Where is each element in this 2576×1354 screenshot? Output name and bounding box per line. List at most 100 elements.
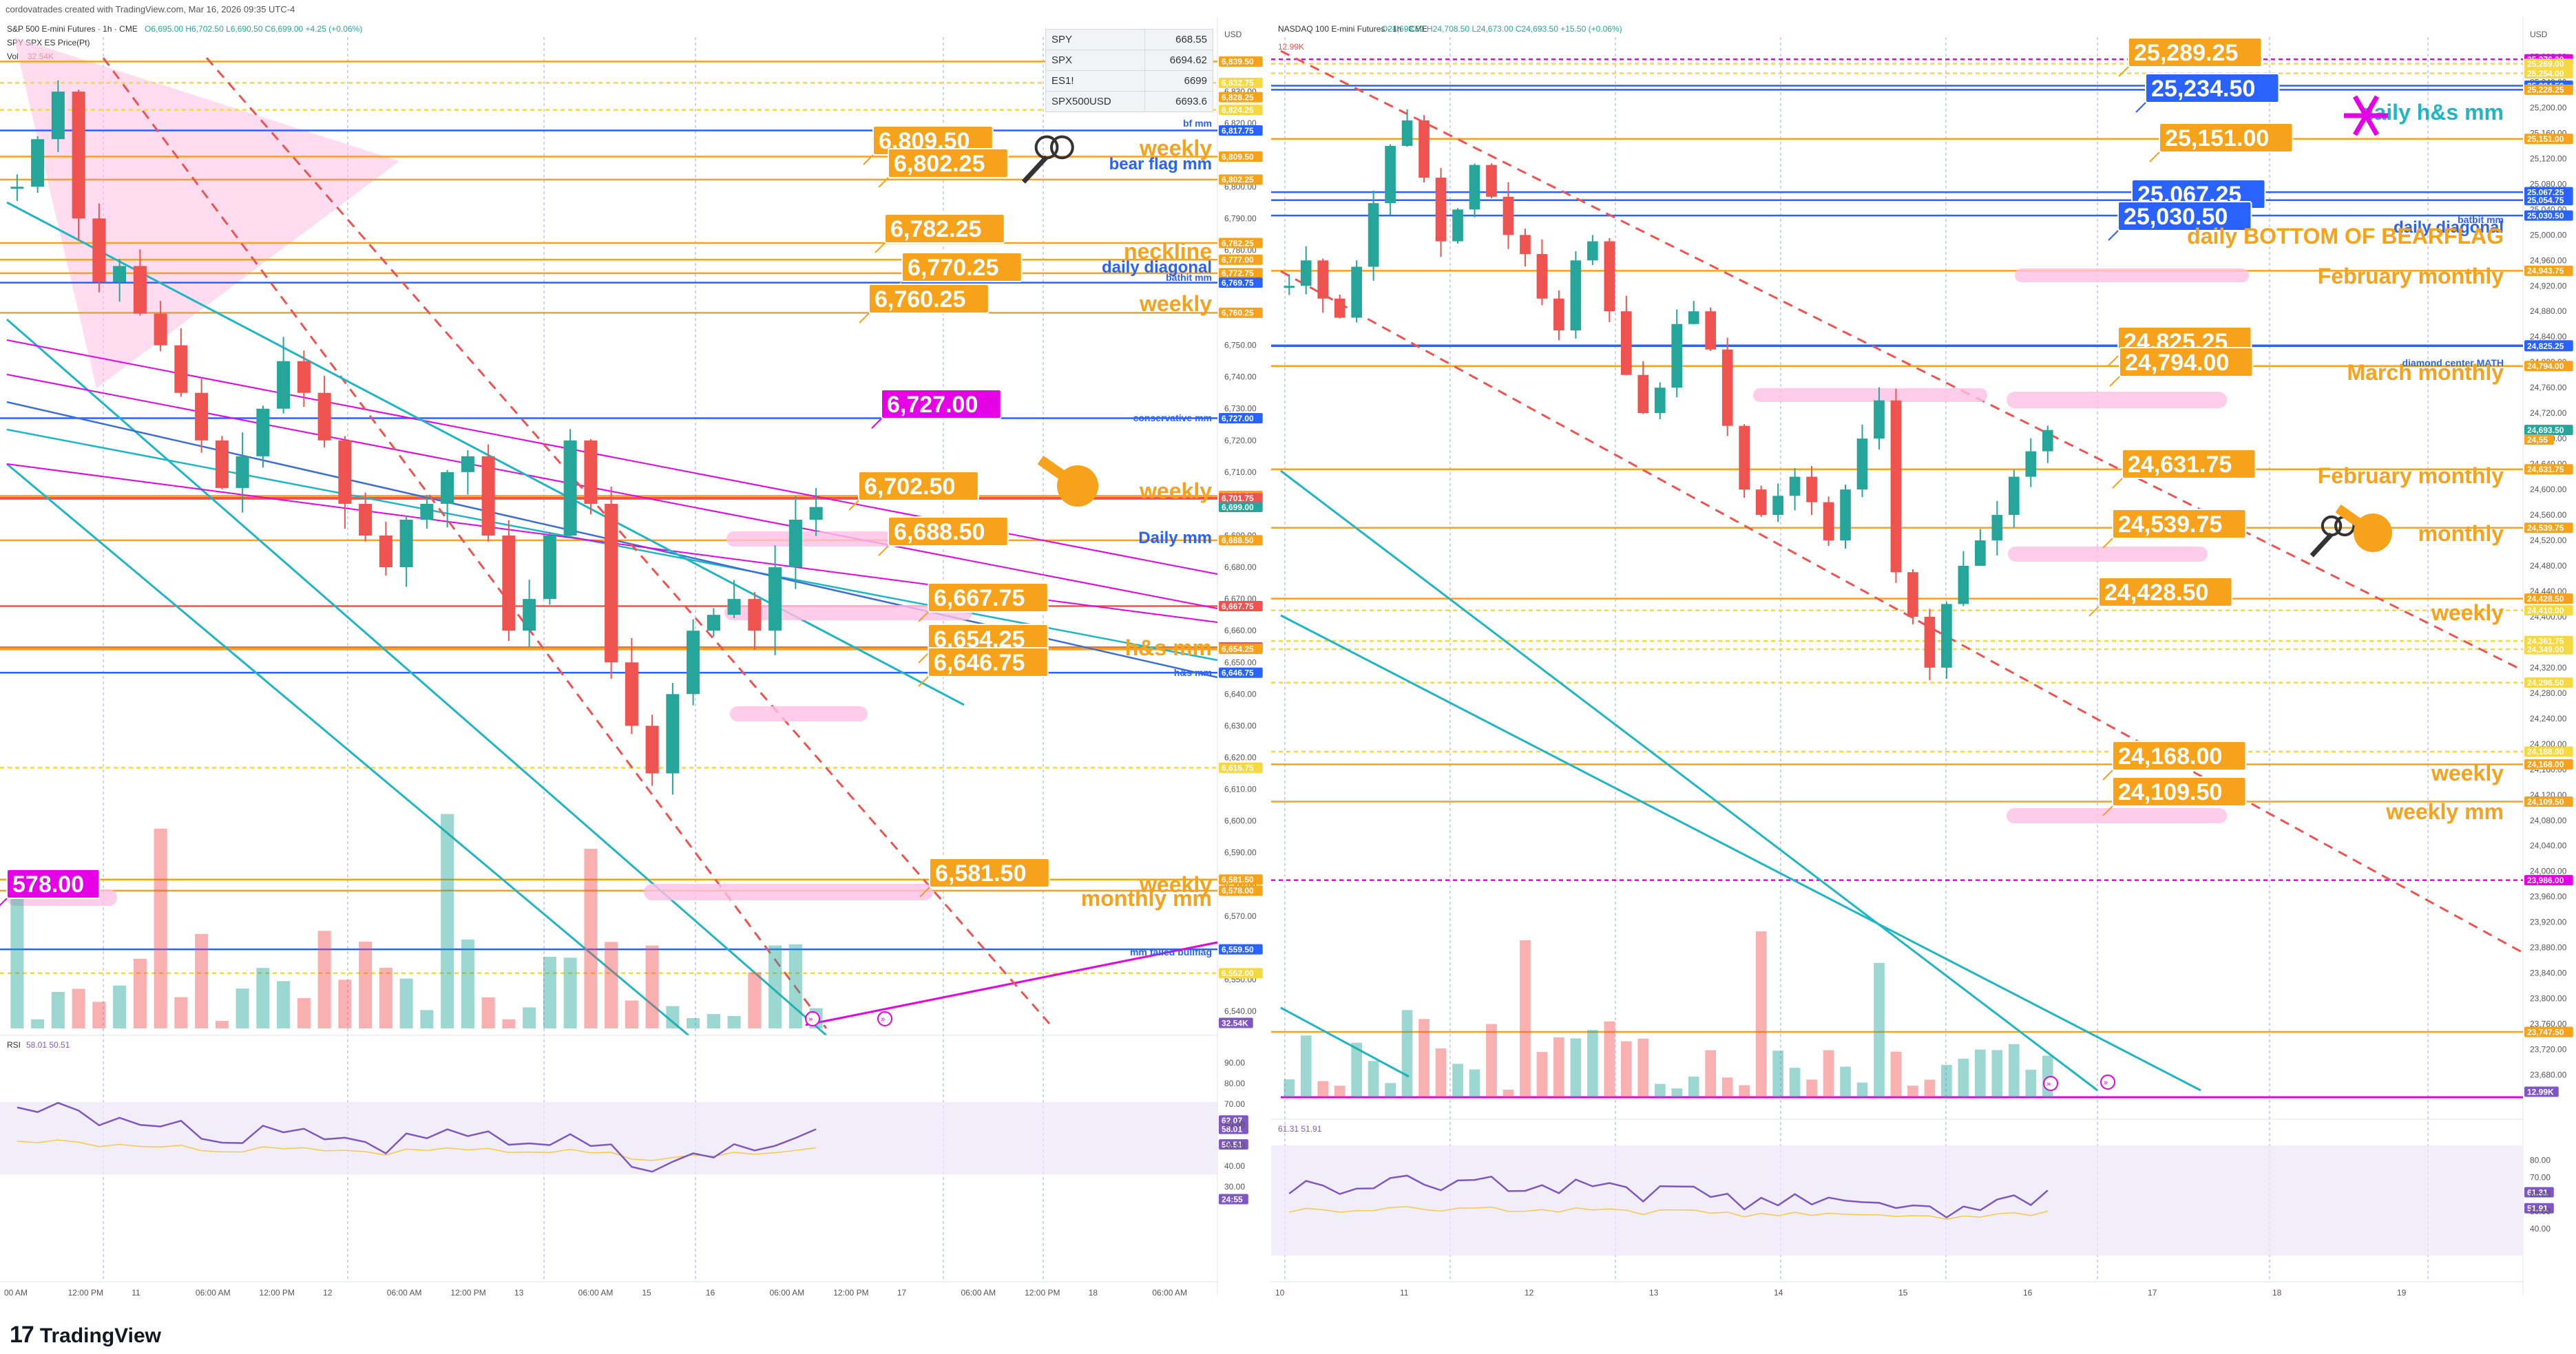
candle-body <box>441 472 454 504</box>
price-callout-box <box>901 252 1023 282</box>
watchlist-row[interactable]: ES1! 6699 <box>1045 70 1213 92</box>
axis-price-badge: 6,667.75 <box>1222 602 1254 611</box>
candle-body <box>481 456 495 536</box>
x-tick-label: 06:00 AM <box>578 1288 614 1298</box>
candle-body <box>1671 324 1683 388</box>
watchlist-price: 6699 <box>1144 70 1213 92</box>
axis-price-badge-bg <box>2524 759 2573 770</box>
watchlist-symbol: ES1! <box>1045 70 1146 92</box>
candle-body <box>1520 235 1531 255</box>
watchlist-symbol: SPY <box>1045 29 1146 50</box>
volume-bar <box>1705 1050 1717 1097</box>
y-tick-label: 6,710.00 <box>1224 467 1257 477</box>
level-label: daily h&s mm <box>2360 100 2504 125</box>
symbol-title: NASDAQ 100 E-mini Futures · 1h · CME <box>1278 24 1427 34</box>
y-tick-label: 6,620.00 <box>1224 752 1257 762</box>
axis-price-badge-bg <box>1219 1123 1248 1134</box>
y-tick-label: 6,660.00 <box>1224 626 1257 635</box>
x-tick-label: 16 <box>2023 1288 2033 1298</box>
axis-price-badge-bg <box>2524 1086 2559 1097</box>
candle-body <box>1587 241 1598 261</box>
axis-price-badge-bg <box>1219 268 1263 279</box>
y-tick-label: 6,740.00 <box>1224 372 1257 382</box>
axis-price-badge: 24,539.75 <box>2527 523 2564 533</box>
price-callout: 6,727.00 <box>887 392 978 418</box>
axis-price-badge: 6,802.25 <box>1222 175 1254 184</box>
volume-bar <box>420 1010 434 1028</box>
y-tick-label: 6,720.00 <box>1224 436 1257 445</box>
level-label: monthly <box>2418 521 2504 546</box>
volume-bar <box>1772 1050 1783 1097</box>
trendline <box>6 318 827 1037</box>
price-callout: 24,428.50 <box>2104 580 2208 606</box>
highlight-mark <box>2015 268 2249 282</box>
trendline <box>6 463 689 1037</box>
candle-body <box>1284 286 1295 288</box>
axis-price-badge-bg <box>2524 796 2573 807</box>
rsi-tick-label: 50.00 <box>2530 1207 2551 1216</box>
candle-body <box>1874 400 1885 439</box>
level-label: neckline <box>1124 239 1212 264</box>
candle-body <box>748 599 762 631</box>
volume-bar <box>1452 1064 1463 1097</box>
axis-price-badge: 6,578.00 <box>1222 886 1254 896</box>
volume-bar <box>133 958 147 1028</box>
price-callout: 6,760.25 <box>875 286 965 313</box>
price-callout-box <box>2145 73 2280 103</box>
x-tick-label: 12 <box>323 1288 333 1298</box>
ohlc-readout: O6,695.00 H6,702.50 L6,690.50 C6,699.00 … <box>145 24 362 34</box>
rsi-band <box>1271 1145 2523 1256</box>
candle-body <box>543 536 556 600</box>
candle-body <box>605 503 618 663</box>
price-callout-pointer <box>848 500 859 511</box>
watchlist-row[interactable]: SPX 6694.62 <box>1045 50 1213 71</box>
volume-bar <box>481 997 495 1028</box>
x-tick-label: 15 <box>1898 1288 1908 1298</box>
volume-bar <box>1991 1050 2003 1097</box>
candle-body <box>277 361 291 409</box>
candle-body <box>154 313 167 346</box>
watchlist-row[interactable]: SPX500USD 6693.6 <box>1045 91 1213 112</box>
candle-body <box>1806 476 1817 503</box>
axis-price-badge: 25,254.00 <box>2527 69 2564 78</box>
level-label: bathit mm <box>1166 272 1212 283</box>
right-chart[interactable]: NASDAQ 100 E-mini Futures · 1h · CMEO24,… <box>1271 17 2576 1304</box>
candle-body <box>1755 489 1767 516</box>
x-tick-label: 06:00 AM <box>1152 1288 1187 1298</box>
y-tick-label: 24,960.00 <box>2530 255 2567 265</box>
level-label: h&s mm <box>1174 667 1212 678</box>
price-callout-box <box>928 647 1049 677</box>
volume-bar <box>399 978 413 1028</box>
price-callout-box <box>888 148 1009 178</box>
volume-bar <box>1317 1081 1329 1097</box>
axis-price-badge: 6,581.50 <box>1222 875 1254 885</box>
y-tick-label: 6,590.00 <box>1224 848 1257 858</box>
x-tick-label: 12:00 PM <box>260 1288 295 1298</box>
candle-body <box>2025 451 2037 477</box>
y-tick-label: 24,920.00 <box>2530 281 2567 290</box>
volume-bar <box>1604 1021 1615 1097</box>
volume-bar <box>1469 1069 1480 1097</box>
trendline <box>1280 614 2201 1092</box>
level-label: weekly <box>1139 872 1212 897</box>
price-callout-pointer <box>919 887 930 898</box>
volume-bar <box>1587 1030 1598 1097</box>
key-icon-shaft <box>1037 456 1071 483</box>
y-tick-label: 6,790.00 <box>1224 213 1257 223</box>
axis-price-badge: 25,228.25 <box>2527 85 2564 95</box>
axis-price-badge: 6,552.00 <box>1222 969 1254 978</box>
candle-body <box>1401 120 1413 146</box>
candle-body <box>706 615 720 631</box>
candle-body <box>1368 203 1379 267</box>
axis-price-badge-bg <box>2524 341 2573 352</box>
axis-price-badge: 24,794.00 <box>2527 361 2564 371</box>
watchlist-row[interactable]: SPY 668.55 <box>1045 29 1213 50</box>
replay-icon <box>877 1011 892 1026</box>
trendline <box>6 201 965 706</box>
keys-icon-blade <box>1021 155 1049 184</box>
left-chart[interactable]: S&P 500 E-mini Futures · 1h · CME O6,695.… <box>0 17 1267 1304</box>
volume-bar <box>687 1018 700 1028</box>
rsi-ma-line <box>17 1139 817 1161</box>
price-callout: 6,667.75 <box>934 585 1025 611</box>
candle-body <box>215 440 229 488</box>
